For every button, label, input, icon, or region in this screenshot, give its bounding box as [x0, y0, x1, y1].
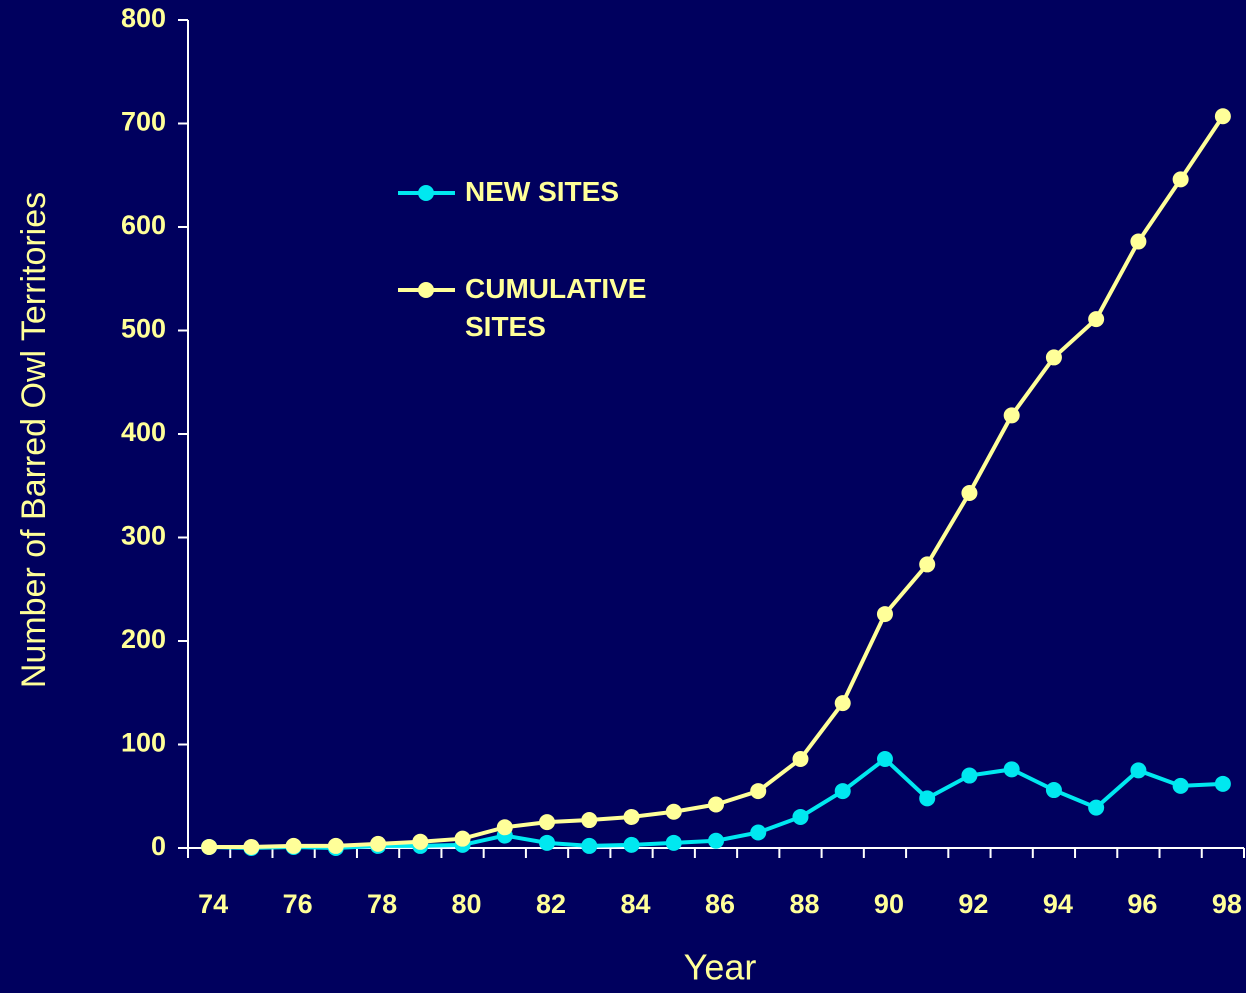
series-line: [209, 115, 1225, 849]
series-marker: [623, 808, 640, 825]
series-marker: [961, 767, 978, 784]
series-marker: [1130, 762, 1147, 779]
series-marker: [1088, 799, 1105, 816]
x-tick-label: 78: [367, 889, 397, 919]
x-tick-label: 98: [1212, 889, 1242, 919]
series-marker: [285, 837, 302, 854]
series-marker: [581, 837, 598, 854]
legend-label: NEW SITES: [465, 176, 620, 207]
series-marker: [412, 833, 429, 850]
y-tick-label: 200: [121, 624, 166, 654]
series-marker: [454, 830, 471, 847]
x-tick-label: 84: [620, 889, 650, 919]
series-marker: [919, 790, 936, 807]
series-marker: [834, 695, 851, 712]
x-tick-label: 92: [958, 889, 988, 919]
x-tick-label: 86: [705, 889, 735, 919]
series-marker: [876, 750, 893, 767]
series-marker: [919, 556, 936, 573]
x-tick-label: 90: [874, 889, 904, 919]
series-marker: [961, 484, 978, 501]
series-marker: [792, 808, 809, 825]
x-tick-label: 96: [1127, 889, 1157, 919]
series-marker: [496, 819, 513, 836]
x-tick-label: 82: [536, 889, 566, 919]
series-marker: [1003, 407, 1020, 424]
series-marker: [750, 824, 767, 841]
series-marker: [834, 783, 851, 800]
series-marker: [876, 606, 893, 623]
y-tick-label: 800: [121, 3, 166, 33]
x-tick-label: 76: [283, 889, 313, 919]
x-tick-label: 88: [789, 889, 819, 919]
legend-label: CUMULATIVE SITES: [465, 273, 647, 342]
series-marker: [1172, 171, 1189, 188]
series-marker: [243, 838, 260, 855]
series-marker: [370, 835, 387, 852]
series-marker: [708, 796, 724, 813]
series-marker: [1088, 311, 1105, 328]
series-marker: [1214, 108, 1231, 125]
series-marker: [623, 836, 640, 853]
series-marker: [539, 834, 556, 851]
series-marker: [1172, 777, 1189, 794]
series-marker: [201, 838, 218, 855]
y-axis-title: Number of Barred Owl Territories: [15, 192, 53, 688]
legend-marker: [418, 282, 434, 298]
series-marker: [665, 803, 682, 820]
y-tick-label: 0: [151, 831, 166, 861]
series-marker: [665, 834, 682, 851]
series-marker: [539, 814, 556, 831]
y-tick-label: 500: [121, 314, 166, 344]
x-tick-label: 74: [198, 889, 228, 919]
series-marker: [750, 783, 767, 800]
series-marker: [1130, 233, 1147, 250]
y-tick-label: 300: [121, 521, 166, 551]
y-tick-label: 400: [121, 417, 166, 447]
series-marker: [792, 750, 809, 767]
series-marker: [708, 832, 724, 849]
series-marker: [1214, 775, 1231, 792]
series-marker: [1045, 349, 1062, 366]
series-marker: [581, 812, 598, 829]
y-tick-label: 700: [121, 107, 166, 137]
series-marker: [327, 837, 344, 854]
x-tick-label: 94: [1043, 889, 1073, 919]
series-marker: [1045, 782, 1062, 799]
y-tick-label: 600: [121, 210, 166, 240]
x-tick-label: 80: [452, 889, 482, 919]
legend-marker: [418, 185, 434, 201]
y-tick-label: 100: [121, 728, 166, 758]
x-axis-title: Year: [684, 947, 757, 988]
series-marker: [1003, 761, 1020, 778]
